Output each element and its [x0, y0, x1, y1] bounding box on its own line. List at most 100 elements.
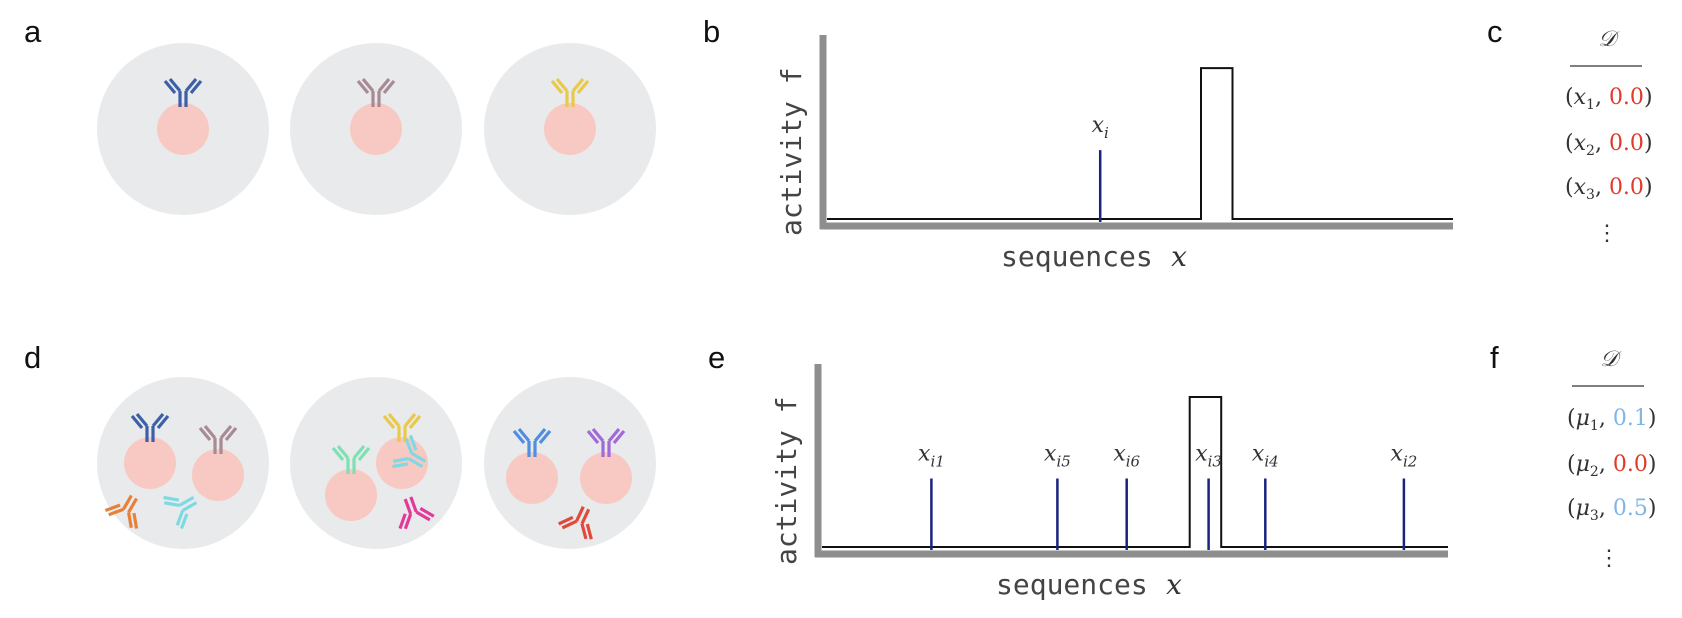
row-value: 0.0 — [1609, 131, 1644, 156]
y-axis-label: activity f — [770, 396, 803, 565]
spike-label-var: x — [1113, 442, 1126, 467]
row-subscript: 3 — [1590, 508, 1599, 524]
row-subscript: 2 — [1586, 143, 1595, 159]
cell-nucleus — [506, 452, 558, 504]
sequence-spike-label: xi4 — [1252, 442, 1279, 471]
sequence-spike-label: xi — [1092, 113, 1109, 142]
spike-label-sub: i — [1104, 124, 1109, 142]
cell — [97, 377, 269, 549]
cell-nucleus — [325, 469, 377, 521]
cell-nucleus — [192, 449, 244, 501]
panel-d-cells — [97, 377, 656, 549]
cell-nucleus — [157, 103, 209, 155]
plot-axes — [819, 35, 1453, 230]
table-row: (μ3, 0.5) — [1567, 496, 1656, 524]
x-axis-label-var: x — [1171, 240, 1187, 273]
cell — [290, 43, 462, 215]
cell — [484, 43, 656, 215]
row-variable: μ — [1576, 452, 1590, 477]
cell — [290, 377, 462, 549]
x-axis-label-text: sequences — [1001, 240, 1153, 273]
row-subscript: 3 — [1586, 187, 1595, 203]
plot-spikes: xi — [1092, 113, 1109, 222]
antibody-icon — [398, 496, 435, 530]
spike-label-var: x — [1195, 442, 1208, 467]
spike-label-var: x — [1391, 442, 1404, 467]
antibody-icon — [163, 495, 198, 530]
cell-nucleus — [350, 103, 402, 155]
spike-label-sub: i2 — [1403, 453, 1417, 471]
sequence-spike-label: xi5 — [1044, 442, 1071, 471]
x-axis-label-var: x — [1166, 568, 1182, 601]
sequence-spike-label: xi3 — [1195, 442, 1222, 471]
table-row: (x1, 0.0) — [1565, 85, 1653, 113]
antibody-icon — [558, 506, 593, 540]
dataset-symbol: 𝒟 — [1598, 27, 1620, 52]
antibody-icon — [550, 77, 590, 107]
dataset-table-c: 𝒟 (x1, 0.0) (x2, 0.0) (x3, 0.0) ⋮ — [1565, 27, 1653, 246]
row-value: 0.5 — [1613, 496, 1648, 521]
plot-b: xi activity f sequences x — [775, 35, 1453, 273]
row-variable: μ — [1576, 406, 1590, 431]
row-value: 0.0 — [1609, 85, 1644, 110]
row-value: 0.1 — [1613, 406, 1648, 431]
row-variable: x — [1574, 131, 1587, 156]
spike-label-var: x — [1252, 442, 1265, 467]
row-value: 0.0 — [1613, 452, 1648, 477]
row-subscript: 2 — [1590, 464, 1599, 480]
spike-label-var: x — [1092, 113, 1105, 138]
antibody-icon — [130, 412, 170, 442]
cell-nucleus — [580, 452, 632, 504]
row-subscript: 1 — [1590, 418, 1599, 434]
spike-label-sub: i4 — [1264, 453, 1278, 471]
plot-spikes: xi1 xi5 xi6 xi3 xi4 xi2 — [918, 442, 1417, 550]
cell — [484, 377, 656, 549]
table-row: (μ1, 0.1) — [1567, 406, 1656, 434]
antibody-icon — [104, 494, 139, 529]
antibody-icon — [512, 427, 552, 457]
sequence-spike-label: xi2 — [1391, 442, 1418, 471]
cell-nucleus — [376, 437, 428, 489]
x-axis-label: sequences x — [996, 568, 1182, 601]
panel-letter-a: a — [24, 14, 42, 49]
table-ellipsis: ⋮ — [1596, 221, 1618, 246]
antibody-icon — [198, 424, 238, 454]
spike-label-var: x — [918, 442, 931, 467]
cell-nucleus — [544, 103, 596, 155]
antibody-icon — [586, 427, 626, 457]
panel-a-cells — [97, 43, 656, 215]
antibody-icon — [356, 77, 396, 107]
table-row: (x2, 0.0) — [1565, 131, 1653, 159]
antibody-icon — [163, 77, 203, 107]
spike-label-sub: i6 — [1126, 453, 1141, 471]
cell — [97, 43, 269, 215]
spike-label-var: x — [1044, 442, 1057, 467]
plot-e: xi1 xi5 xi6 xi3 xi4 xi2 activity f sequences … — [770, 364, 1448, 601]
plot-axes — [814, 364, 1448, 558]
cell-nucleus — [124, 437, 176, 489]
spike-label-sub: i5 — [1056, 453, 1070, 471]
panel-letter-c: c — [1487, 14, 1503, 49]
cell-body — [484, 377, 656, 549]
panel-letter-f: f — [1490, 340, 1499, 375]
dataset-table-f: 𝒟 (μ1, 0.1) (μ2, 0.0) (μ3, 0.5) ⋮ — [1567, 347, 1656, 571]
dataset-symbol: 𝒟 — [1600, 347, 1622, 372]
row-subscript: 1 — [1586, 97, 1595, 113]
activity-curve — [822, 396, 1448, 548]
table-row: (μ2, 0.0) — [1567, 452, 1656, 480]
row-variable: x — [1574, 85, 1587, 110]
spike-label-sub: i3 — [1208, 453, 1222, 471]
row-variable: μ — [1576, 496, 1590, 521]
sequence-spike-label: xi6 — [1113, 442, 1140, 471]
sequence-spike-label: xi1 — [918, 442, 945, 471]
y-axis-label: activity f — [775, 67, 808, 236]
panel-letter-b: b — [703, 14, 720, 49]
activity-curve — [827, 67, 1453, 220]
panel-letter-d: d — [24, 340, 41, 375]
row-value: 0.0 — [1609, 175, 1644, 200]
spike-label-sub: i1 — [930, 453, 944, 471]
panel-letter-e: e — [708, 340, 725, 375]
x-axis-label-text: sequences — [996, 568, 1148, 601]
row-variable: x — [1574, 175, 1587, 200]
